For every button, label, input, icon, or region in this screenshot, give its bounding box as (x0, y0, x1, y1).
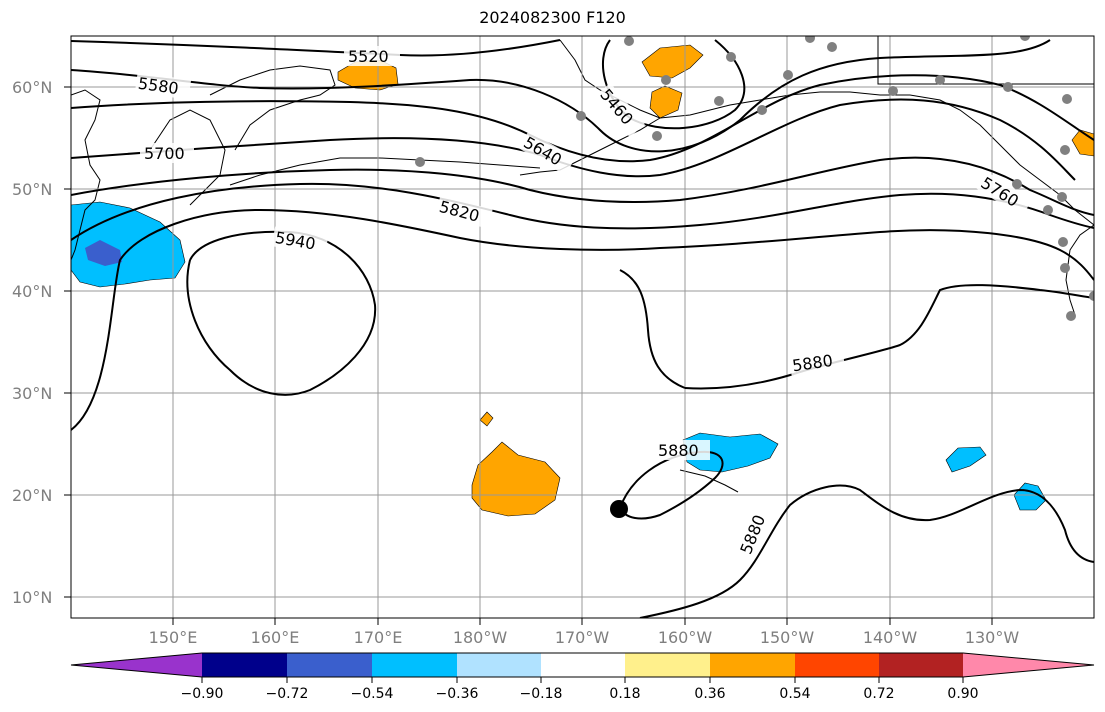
lat-label-10n: 10°N (12, 588, 52, 607)
station-marker (1060, 263, 1070, 273)
contour-label-5700: 5700 (144, 144, 185, 163)
contour-5700 (71, 98, 1076, 181)
strong-negative-anomaly (85, 240, 122, 266)
colorbar-tick-label: 0.54 (779, 686, 810, 702)
colorbar-tick-label: −0.72 (266, 686, 309, 702)
colorbar-segment (795, 653, 879, 677)
positive-anomaly-alaska-2 (649, 85, 683, 119)
station-marker (652, 131, 662, 141)
contour-label-5520: 5520 (348, 47, 389, 66)
station-marker (714, 96, 724, 106)
station-marker (576, 111, 586, 121)
colorbar-segment (71, 653, 202, 677)
map-title: 2024082300 F120 (479, 8, 626, 27)
coast-alaska-south (659, 91, 1094, 226)
lon-label-170w: 170°W (555, 628, 610, 647)
colorbar-segment (287, 653, 372, 677)
station-marker (1058, 237, 1068, 247)
longitude-axis: 150°E 160°E 170°E 180°W 170°W 160°W 150°… (149, 618, 1020, 647)
station-marker (888, 86, 898, 96)
colorbar-tick-label: −0.90 (181, 686, 224, 702)
lon-label-140w: 140°W (863, 628, 918, 647)
station-marker (1043, 205, 1053, 215)
colorbar: −0.90 −0.72 −0.54 −0.36 −0.18 0.18 0.36 … (70, 652, 1095, 702)
station-marker (415, 157, 425, 167)
coast-hawaii (679, 469, 739, 493)
lon-label-180w: 180°W (453, 628, 508, 647)
colorbar-segment (625, 653, 710, 677)
lon-label-160e: 160°E (251, 628, 300, 647)
station-marker (1003, 82, 1013, 92)
contour-5760 (71, 156, 1094, 216)
colorbar-tick-label: 0.72 (863, 686, 894, 702)
contour-5880-east (684, 284, 1094, 390)
graticule (71, 36, 1094, 618)
colorbar-segment (541, 653, 625, 677)
colorbar-segment (963, 653, 1094, 677)
positive-anomaly-alaska-1 (641, 44, 704, 79)
contour-5580 (71, 39, 1051, 153)
lat-label-60n: 60°N (12, 78, 52, 97)
station-marker (1060, 145, 1070, 155)
colorbar-tick-label: −0.36 (436, 686, 479, 702)
station-markers (415, 36, 1094, 321)
lon-label-150e: 150°E (149, 628, 198, 647)
map-area: 5520 5580 5460 5700 5640 5760 5820 5940 … (71, 36, 1094, 618)
lat-label-40n: 40°N (12, 282, 52, 301)
colorbar-segment (202, 653, 287, 677)
station-marker (1089, 291, 1094, 301)
colorbar-tick-label: 0.36 (694, 686, 725, 702)
station-marker (624, 36, 634, 46)
station-marker (1020, 36, 1030, 41)
station-marker (757, 105, 767, 115)
positive-anomaly-small (479, 411, 494, 427)
station-marker (1057, 192, 1067, 202)
lat-label-20n: 20°N (12, 486, 52, 505)
lat-label-30n: 30°N (12, 384, 52, 403)
colorbar-segment (457, 653, 541, 677)
colorbar-tick-label: −0.18 (520, 686, 563, 702)
station-marker (726, 52, 736, 62)
negative-anomaly-east-1 (945, 446, 987, 473)
colorbar-segment (710, 653, 795, 677)
station-marker (1066, 311, 1076, 321)
contour-5880-hawaii (619, 450, 724, 520)
coast-asia (71, 89, 101, 261)
lon-label-130w: 130°W (965, 628, 1020, 647)
colorbar-tick-label: 0.18 (609, 686, 640, 702)
lon-label-150w: 150°W (760, 628, 815, 647)
storm-center-marker (610, 500, 628, 518)
station-marker (661, 75, 671, 85)
station-marker (827, 42, 837, 52)
lon-label-170e: 170°E (354, 628, 403, 647)
lon-label-160w: 160°W (658, 628, 713, 647)
colorbar-tick-label: −0.54 (351, 686, 394, 702)
contour-5880-main (71, 208, 1094, 431)
lat-label-50n: 50°N (12, 180, 52, 199)
colorbar-segment (879, 653, 963, 677)
contour-label-5880-hawaii: 5880 (658, 441, 699, 460)
colorbar-tick-label: 0.90 (947, 686, 978, 702)
latitude-axis: 60°N 50°N 40°N 30°N 20°N 10°N (12, 78, 71, 607)
station-marker (935, 75, 945, 85)
contour-5460 (601, 39, 746, 130)
height-contours (71, 39, 1094, 618)
positive-anomaly-pacific (471, 441, 561, 517)
contour-5880-south (639, 484, 1094, 618)
station-marker (1062, 94, 1072, 104)
station-marker (805, 36, 815, 43)
contour-5880-west-loop (619, 269, 686, 389)
contour-5640 (71, 74, 1094, 163)
coast-chukotka (209, 65, 336, 151)
station-marker (1012, 179, 1022, 189)
station-marker (783, 70, 793, 80)
colorbar-segment (372, 653, 457, 677)
